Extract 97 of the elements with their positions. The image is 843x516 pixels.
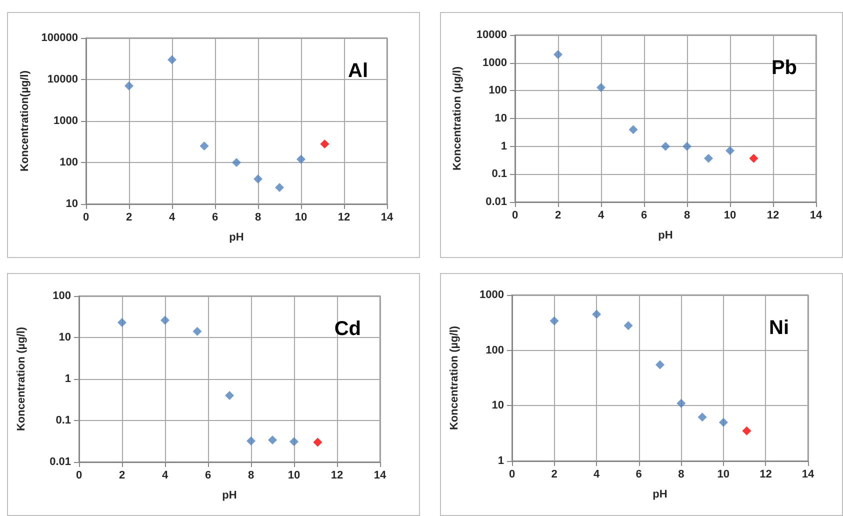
text: Al (348, 60, 368, 82)
x-tick-label: 10 (717, 468, 730, 480)
x-tick-label: 10 (294, 212, 308, 224)
y-axis-title: Koncentration (µg/l) (16, 326, 28, 432)
point (313, 438, 322, 447)
x-tick-label: 8 (678, 468, 684, 480)
x-tick-label: 8 (248, 470, 254, 482)
point (628, 125, 638, 134)
point (592, 310, 602, 319)
point (596, 82, 606, 92)
point (704, 154, 713, 163)
point (225, 391, 234, 400)
point (554, 50, 562, 59)
point (676, 398, 686, 408)
y-tick-label: 1 (500, 140, 507, 152)
point (726, 146, 734, 156)
point (275, 182, 284, 192)
text: Ni (769, 317, 789, 339)
point (320, 139, 330, 148)
text: Pb (771, 57, 798, 79)
x-tick-label: 2 (118, 470, 126, 482)
x-tick-label: 0 (82, 212, 90, 224)
point (290, 437, 298, 446)
x-tick-label: 10 (288, 470, 300, 482)
y-axis-title: Koncentration (µg/l) (452, 66, 464, 171)
y-tick-label: 1000 (54, 115, 78, 127)
y-tick-label: 10 (66, 198, 78, 210)
x-tick-label: 12 (338, 212, 350, 224)
y-tick-label: 10000 (47, 74, 78, 86)
y-tick-label: 10 (58, 332, 71, 344)
y-tick-label: 0.1 (492, 168, 507, 180)
y-tick-label: 1000 (480, 289, 504, 301)
point (254, 174, 262, 184)
point (698, 412, 707, 422)
point (661, 142, 670, 151)
point (718, 418, 728, 427)
x-tick-label: 4 (594, 468, 601, 480)
x-tick-label: 6 (636, 468, 642, 480)
point (624, 321, 633, 330)
x-tick-label: 0 (512, 210, 518, 222)
y-axis-title: Koncentration(µg/l) (18, 70, 31, 172)
x-tick-label: 14 (380, 212, 394, 224)
y-tick-label: 100 (488, 84, 507, 97)
point (200, 141, 209, 150)
point (682, 142, 692, 151)
y-tick-label: 10000 (476, 29, 507, 41)
x-tick-label: 8 (684, 210, 690, 222)
x-tick-label: 6 (212, 212, 218, 224)
x-tick-label: 6 (640, 210, 648, 222)
x-tick-label: 14 (810, 210, 823, 222)
x-tick-label: 10 (724, 210, 736, 222)
x-tick-label: 0 (508, 468, 516, 480)
x-axis-title: pH (229, 232, 244, 244)
y-tick-label: 0.01 (50, 456, 71, 468)
y-tick-label: 1000 (482, 56, 507, 69)
point (296, 154, 306, 164)
x-tick-label: 4 (162, 470, 169, 482)
text: Cd (334, 318, 362, 340)
point (550, 316, 559, 326)
point (124, 81, 134, 90)
x-tick-label: 2 (554, 210, 562, 222)
y-axis-title: Koncentration (µg/l) (448, 326, 460, 430)
x-axis-title: pH (652, 488, 668, 500)
x-tick-label: 4 (168, 212, 176, 224)
point (268, 435, 277, 444)
point (246, 436, 256, 446)
x-tick-label: 2 (126, 212, 132, 224)
point (192, 326, 202, 336)
x-tick-label: 8 (254, 212, 262, 224)
x-tick-label: 6 (204, 470, 212, 482)
x-tick-label: 12 (760, 468, 772, 480)
point (118, 318, 126, 327)
x-axis-title: pH (222, 490, 237, 502)
x-tick-label: 14 (802, 468, 815, 480)
y-tick-label: 100 (60, 156, 78, 168)
x-tick-label: 0 (76, 470, 82, 482)
point (749, 154, 758, 163)
y-tick-label: 100 (52, 290, 71, 302)
x-tick-label: 4 (598, 210, 605, 222)
x-tick-label: 2 (551, 468, 558, 480)
point (232, 158, 241, 167)
y-tick-label: 0.01 (486, 196, 507, 208)
x-tick-label: 12 (330, 470, 344, 482)
point (742, 426, 752, 436)
y-tick-label: 0.1 (56, 414, 71, 426)
x-tick-label: 14 (374, 470, 387, 482)
point (160, 316, 170, 325)
y-tick-label: 10 (492, 400, 504, 412)
point (656, 360, 664, 370)
y-tick-label: 100000 (41, 32, 78, 44)
y-tick-label: 1 (498, 455, 504, 467)
x-tick-label: 12 (766, 210, 780, 222)
x-axis-title: pH (658, 230, 673, 242)
y-tick-label: 1 (64, 373, 71, 385)
y-tick-label: 100 (486, 344, 504, 356)
point (168, 55, 176, 64)
y-tick-label: 10 (494, 112, 507, 124)
